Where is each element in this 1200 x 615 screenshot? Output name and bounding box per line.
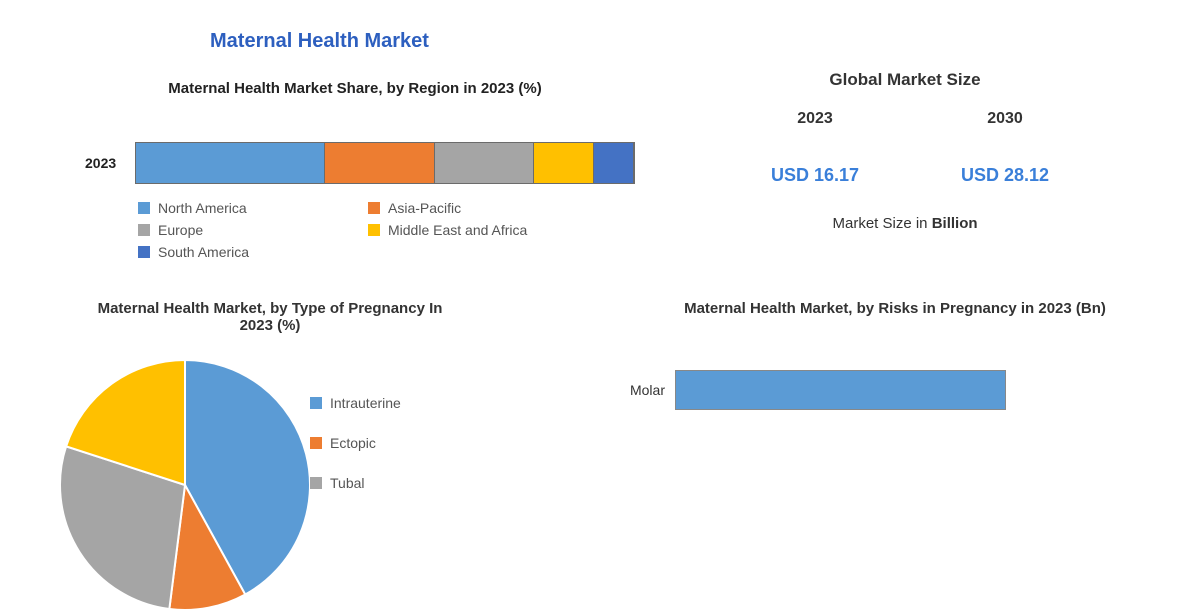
region-stacked-bar <box>135 142 635 184</box>
gms-year-1: 2023 <box>797 110 833 128</box>
legend-item: North America <box>138 200 368 216</box>
legend-label: South America <box>158 244 249 260</box>
legend-label: North America <box>158 200 247 216</box>
risk-label: Molar <box>600 382 665 398</box>
legend-item: Ectopic <box>310 435 470 451</box>
legend-swatch <box>368 224 380 236</box>
region-seg-asia-pacific <box>325 143 435 183</box>
gms-value-2: USD 28.12 <box>961 165 1049 186</box>
legend-label: Ectopic <box>330 435 376 451</box>
region-seg-south-america <box>594 143 634 183</box>
legend-item: Tubal <box>310 475 470 491</box>
legend-item: South America <box>138 244 368 260</box>
pie-svg <box>60 360 310 610</box>
legend-item: Asia-Pacific <box>368 200 598 216</box>
legend-label: Europe <box>158 222 203 238</box>
region-seg-europe <box>435 143 535 183</box>
page-title: Maternal Health Market <box>210 30 429 53</box>
legend-label: Middle East and Africa <box>388 222 527 238</box>
legend-label: Tubal <box>330 475 365 491</box>
legend-swatch <box>138 224 150 236</box>
gms-year-2: 2030 <box>987 110 1023 128</box>
risks-chart: Molar <box>600 370 1140 428</box>
region-share-title: Maternal Health Market Share, by Region … <box>130 80 580 97</box>
pie-title: Maternal Health Market, by Type of Pregn… <box>80 300 460 334</box>
legend-swatch <box>310 397 322 409</box>
region-legend: North America Asia-Pacific Europe Middle Ea… <box>138 200 608 266</box>
gms-unit-prefix: Market Size in <box>832 215 931 232</box>
legend-item: Intrauterine <box>310 395 470 411</box>
region-share-year: 2023 <box>85 155 116 171</box>
risk-row: Molar <box>600 370 1140 410</box>
legend-label: Intrauterine <box>330 395 401 411</box>
legend-swatch <box>310 477 322 489</box>
legend-swatch <box>138 246 150 258</box>
gms-value-1: USD 16.17 <box>771 165 859 186</box>
region-seg-middle-east-and-africa <box>534 143 594 183</box>
gms-value-row: USD 16.17 USD 28.12 <box>720 165 1100 186</box>
legend-label: Asia-Pacific <box>388 200 461 216</box>
pie-chart <box>60 360 310 610</box>
legend-swatch <box>310 437 322 449</box>
gms-unit-bold: Billion <box>932 215 978 232</box>
legend-swatch <box>368 202 380 214</box>
risk-bar <box>675 370 1006 410</box>
gms-unit: Market Size in Billion <box>730 215 1080 232</box>
gms-year-row: 2023 2030 <box>720 110 1100 128</box>
pie-legend: Intrauterine Ectopic Tubal <box>310 395 470 515</box>
region-seg-north-america <box>136 143 325 183</box>
global-market-size-title: Global Market Size <box>730 70 1080 90</box>
legend-item: Europe <box>138 222 368 238</box>
legend-swatch <box>138 202 150 214</box>
risk-bar-track <box>675 370 1135 410</box>
legend-item: Middle East and Africa <box>368 222 598 238</box>
risks-title: Maternal Health Market, by Risks in Preg… <box>680 300 1110 317</box>
